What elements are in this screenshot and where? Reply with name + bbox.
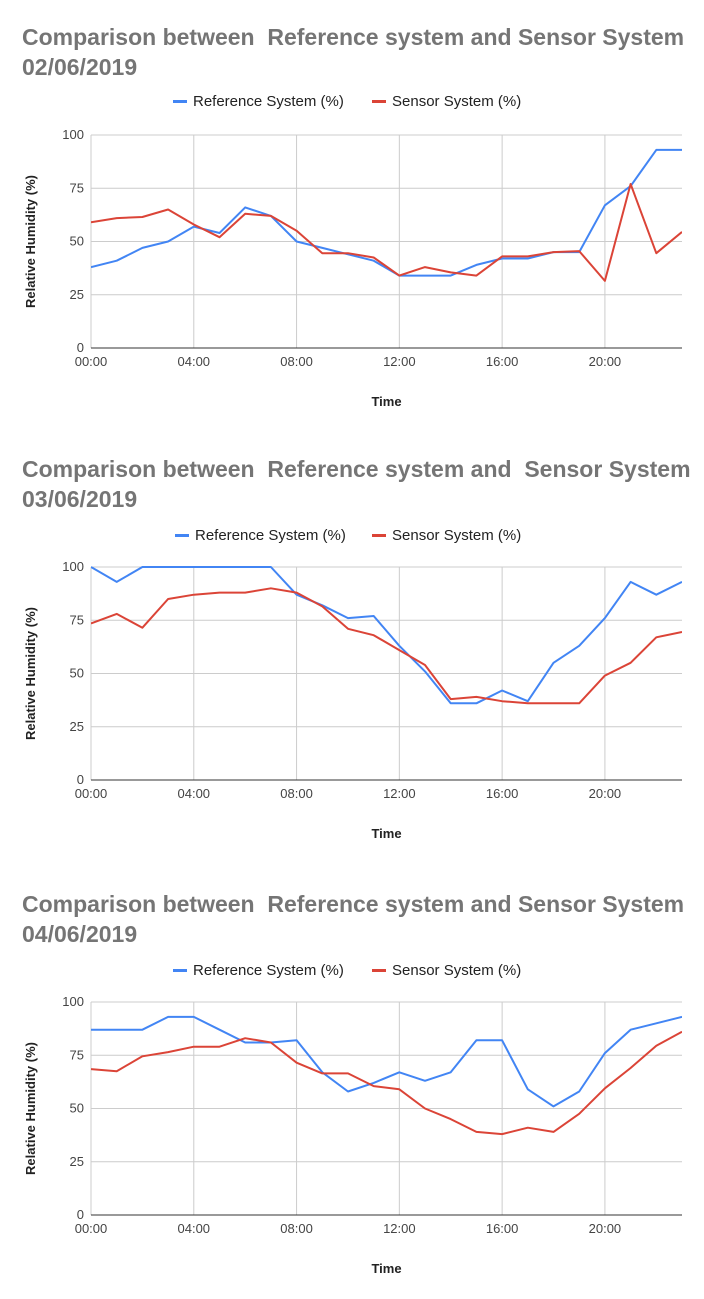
series-line-reference bbox=[91, 1015, 682, 1108]
x-tick-label: 04:00 bbox=[178, 354, 211, 369]
x-tick-label: 20:00 bbox=[589, 786, 622, 801]
x-tick-label: 16:00 bbox=[486, 786, 519, 801]
chart-legend: Reference System (%) Sensor System (%) bbox=[0, 962, 704, 982]
y-tick-label: 25 bbox=[70, 287, 84, 302]
x-tick-label: 00:00 bbox=[75, 786, 108, 801]
chart-title: Comparison between Reference system and … bbox=[22, 456, 697, 512]
y-tick-label: 0 bbox=[77, 1207, 84, 1222]
legend-label-sensor: Sensor System (%) bbox=[392, 527, 522, 544]
y-tick-label: 0 bbox=[77, 772, 84, 787]
legend-label-sensor: Sensor System (%) bbox=[392, 93, 522, 110]
chart-plot: 0 25 50 75 100 00:00 04:00 08:00 12:00 16:00 20:00… bbox=[23, 127, 682, 409]
x-tick-label: 04:00 bbox=[178, 1221, 211, 1236]
y-tick-label: 50 bbox=[70, 234, 84, 249]
legend-swatch-sensor bbox=[372, 534, 386, 537]
x-tick-label: 12:00 bbox=[383, 1221, 416, 1236]
y-tick-label: 0 bbox=[77, 340, 84, 355]
legend-item-sensor: Sensor System (%) bbox=[372, 527, 521, 544]
series-line-sensor bbox=[91, 183, 682, 282]
chart-title: Comparison between Reference system and … bbox=[22, 24, 691, 80]
legend-label-reference: Reference System (%) bbox=[193, 93, 344, 110]
y-axis-title: Relative Humidity (%) bbox=[23, 175, 38, 308]
y-tick-label: 25 bbox=[70, 1154, 84, 1169]
legend-label-reference: Reference System (%) bbox=[193, 962, 344, 979]
legend-swatch-reference bbox=[173, 100, 187, 103]
legend-item-sensor: Sensor System (%) bbox=[372, 93, 521, 110]
legend-swatch-reference bbox=[175, 534, 189, 537]
y-tick-label: 100 bbox=[62, 559, 84, 574]
chart-plot: 0 25 50 75 100 00:00 04:00 08:00 12:00 16:00 20:00… bbox=[23, 994, 682, 1276]
series-line-sensor bbox=[91, 1030, 682, 1136]
legend-item-sensor: Sensor System (%) bbox=[372, 962, 521, 979]
x-tick-label: 12:00 bbox=[383, 354, 416, 369]
x-axis-title: Time bbox=[371, 394, 401, 409]
x-tick-label: 16:00 bbox=[486, 1221, 519, 1236]
series-line-sensor bbox=[91, 587, 682, 705]
legend-item-reference: Reference System (%) bbox=[175, 527, 346, 544]
chart-panel-1: Comparison between Reference system and … bbox=[0, 0, 704, 432]
x-tick-label: 12:00 bbox=[383, 786, 416, 801]
y-tick-label: 100 bbox=[62, 127, 84, 142]
legend-swatch-reference bbox=[173, 969, 187, 972]
x-tick-label: 08:00 bbox=[280, 354, 313, 369]
chart-legend: Reference System (%) Sensor System (%) bbox=[0, 93, 704, 113]
y-tick-label: 75 bbox=[70, 1047, 84, 1062]
x-tick-label: 04:00 bbox=[178, 786, 211, 801]
legend-item-reference: Reference System (%) bbox=[173, 962, 344, 979]
legend-label-reference: Reference System (%) bbox=[195, 527, 346, 544]
y-tick-label: 25 bbox=[70, 719, 84, 734]
legend-swatch-sensor bbox=[372, 969, 386, 972]
x-tick-label: 08:00 bbox=[280, 1221, 313, 1236]
legend-item-reference: Reference System (%) bbox=[173, 93, 344, 110]
x-tick-label: 16:00 bbox=[486, 354, 519, 369]
y-axis-title: Relative Humidity (%) bbox=[23, 1042, 38, 1175]
x-axis-title: Time bbox=[371, 826, 401, 841]
x-axis-title: Time bbox=[371, 1261, 401, 1276]
y-tick-label: 100 bbox=[62, 994, 84, 1009]
x-tick-label: 08:00 bbox=[280, 786, 313, 801]
y-tick-label: 75 bbox=[70, 180, 84, 195]
legend-label-sensor: Sensor System (%) bbox=[392, 962, 522, 979]
x-tick-label: 20:00 bbox=[589, 354, 622, 369]
series-line-reference bbox=[91, 148, 682, 277]
y-tick-label: 75 bbox=[70, 612, 84, 627]
series-line-reference bbox=[91, 566, 682, 705]
legend-swatch-sensor bbox=[372, 100, 386, 103]
x-tick-label: 00:00 bbox=[75, 1221, 108, 1236]
chart-panel-3: Comparison between Reference system and … bbox=[0, 867, 704, 1299]
x-tick-label: 00:00 bbox=[75, 354, 108, 369]
y-axis-title: Relative Humidity (%) bbox=[23, 607, 38, 740]
y-tick-label: 50 bbox=[70, 666, 84, 681]
chart-plot: 0 25 50 75 100 00:00 04:00 08:00 12:00 16:00 20:00… bbox=[23, 559, 682, 841]
chart-title: Comparison between Reference system and … bbox=[22, 891, 691, 947]
chart-legend: Reference System (%) Sensor System (%) bbox=[0, 527, 704, 547]
x-tick-label: 20:00 bbox=[589, 1221, 622, 1236]
y-tick-label: 50 bbox=[70, 1101, 84, 1116]
chart-panel-2: Comparison between Reference system and … bbox=[0, 432, 704, 867]
